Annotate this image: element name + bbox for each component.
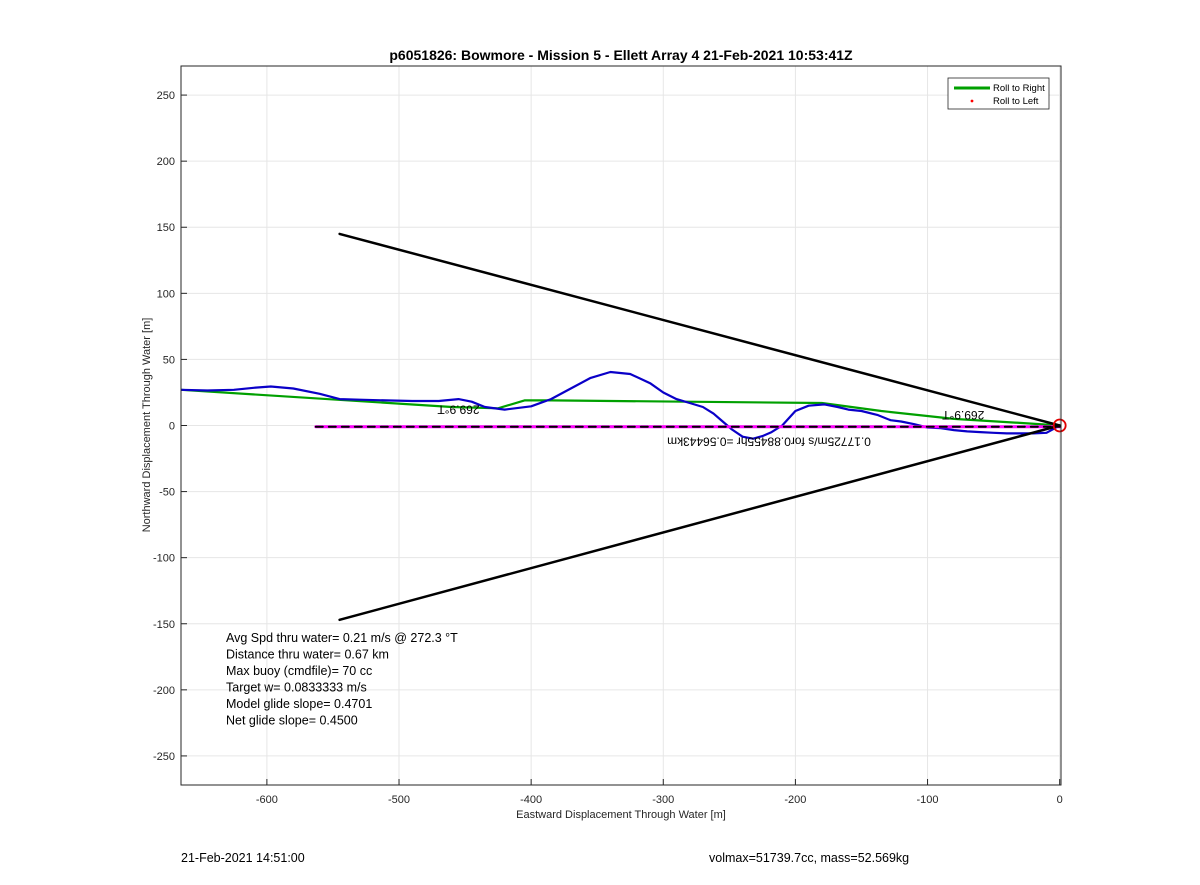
x-tick-label: -400 <box>520 794 542 806</box>
stat-line: Net glide slope= 0.4500 <box>226 714 358 728</box>
legend: Roll to Right Roll to Left <box>947 77 1050 110</box>
y-tick-label: -100 <box>153 553 175 565</box>
y-tick-label: -250 <box>153 751 175 763</box>
footer-timestamp: 21-Feb-2021 14:51:00 <box>181 851 305 865</box>
legend-label-roll-right: Roll to Right <box>993 83 1045 94</box>
legend-swatch-roll-left <box>970 99 974 103</box>
y-tick-labels: 250 200 150 100 50 0 -50 -100 -150 -200 -250 <box>153 90 175 763</box>
x-tick-label: -200 <box>784 794 806 806</box>
y-tick-label: -150 <box>153 619 175 631</box>
chart-title: p6051826: Bowmore - Mission 5 - Ellett A… <box>389 47 853 63</box>
y-tick-label: 50 <box>163 354 175 366</box>
heading-annotation: 0.17725m/s for0.88455hr =0.56443km <box>667 434 871 448</box>
stat-line: Max buoy (cmdfile)= 70 cc <box>226 664 372 678</box>
y-tick-label: 0 <box>169 421 175 433</box>
series-cone-line <box>338 232 1061 622</box>
x-tick-label: -600 <box>256 794 278 806</box>
stat-line: Model glide slope= 0.4701 <box>226 697 372 711</box>
x-tick-label: -300 <box>652 794 674 806</box>
plot-frame <box>180 65 1062 786</box>
y-tick-label: -200 <box>153 685 175 697</box>
series-layer <box>181 232 1067 622</box>
y-tick-label: 200 <box>157 156 175 168</box>
y-tick-label: 250 <box>157 90 175 102</box>
y-tick-label: 100 <box>157 288 175 300</box>
end-marker <box>1052 418 1067 433</box>
legend-label-roll-left: Roll to Left <box>993 96 1039 107</box>
y-tick-label: 150 <box>157 222 175 234</box>
y-axis-label: Northward Displacement Through Water [m] <box>141 318 153 533</box>
heading-annotation: 269.9°T <box>437 403 480 417</box>
stat-line: Distance thru water= 0.67 km <box>226 648 389 662</box>
x-tick-label: 0 <box>1057 794 1063 806</box>
stat-line: Avg Spd thru water= 0.21 m/s @ 272.3 °T <box>226 631 458 645</box>
stats-text-block: Avg Spd thru water= 0.21 m/s @ 272.3 °T D… <box>226 631 458 728</box>
x-tick-label: -100 <box>917 794 939 806</box>
x-tick-labels: -600 -500 -400 -300 -200 -100 0 <box>256 794 1063 806</box>
footer-vehicle-params: volmax=51739.7cc, mass=52.569kg <box>709 851 910 865</box>
legend-box <box>947 77 1050 110</box>
annotations: 269.9°T 269.9°T 0.17725m/s for0.88455hr =0… <box>437 403 985 449</box>
x-axis-label: Eastward Displacement Through Water [m] <box>516 809 726 821</box>
heading-annotation: 269.9°T <box>941 408 984 422</box>
stat-line: Target w= 0.0833333 m/s <box>226 681 367 695</box>
x-tick-label: -500 <box>388 794 410 806</box>
y-tick-label: -50 <box>159 487 175 499</box>
